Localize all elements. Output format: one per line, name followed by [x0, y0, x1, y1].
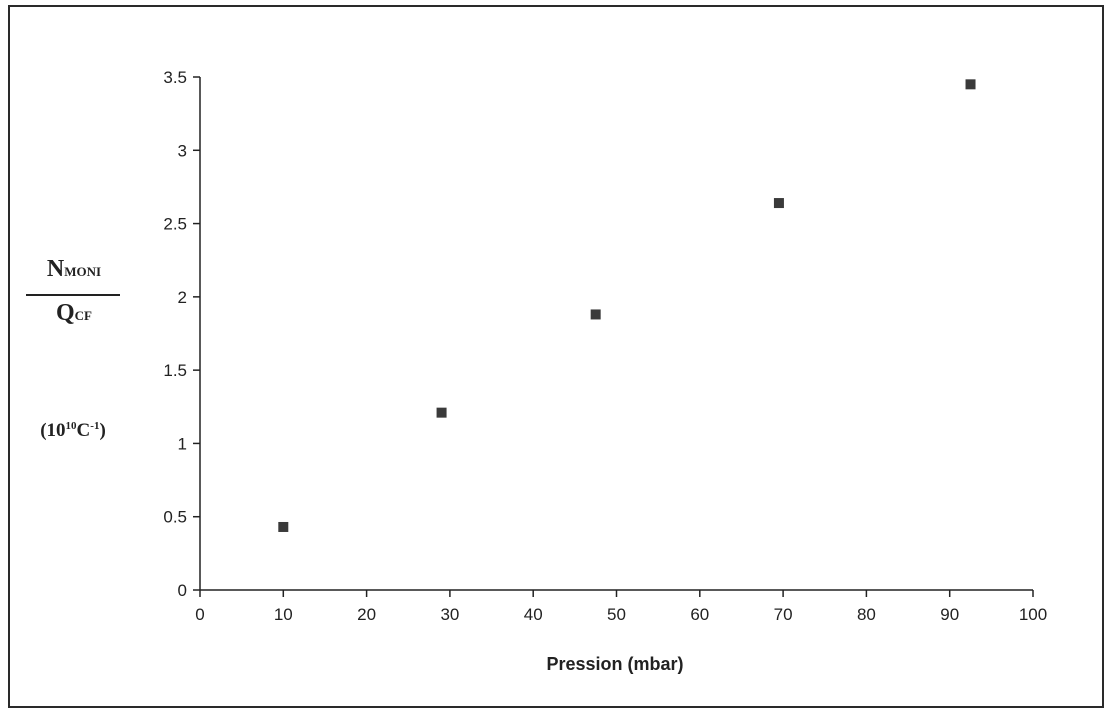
x-axis-title: Pression (mbar) — [546, 654, 683, 674]
y-axis-label-numerator-main: N — [46, 256, 65, 282]
y-tick-label: 2.5 — [163, 215, 187, 234]
x-tick-label: 80 — [857, 605, 876, 624]
chart-frame — [8, 5, 1104, 708]
y-unit-mid: C — [76, 420, 91, 441]
y-axis-label-denominator-sub: CF — [74, 308, 92, 323]
data-point — [278, 521, 289, 532]
data-points — [278, 79, 976, 532]
y-tick-label: 0 — [178, 581, 187, 600]
data-point — [773, 198, 784, 209]
y-axis-label-denominator: QCF — [28, 300, 120, 327]
y-unit-exponent-2: -1 — [90, 420, 100, 432]
x-tick-label: 0 — [195, 605, 204, 624]
y-axis-unit-label: (1010C-1) — [18, 420, 128, 442]
x-tick-label: 10 — [274, 605, 293, 624]
axes — [199, 77, 1033, 591]
y-unit-exponent-1: 10 — [65, 420, 77, 432]
x-tick-label: 30 — [440, 605, 459, 624]
y-axis-label-numerator-sub: MONI — [64, 264, 102, 279]
y-tick-label: 3 — [178, 141, 187, 160]
y-unit-suffix: ) — [99, 420, 106, 441]
y-axis-label-numerator: NMONI — [28, 256, 120, 283]
x-tick-label: 60 — [690, 605, 709, 624]
x-tick-label: 20 — [357, 605, 376, 624]
x-tick-label: 90 — [940, 605, 959, 624]
y-unit-prefix: (10 — [40, 420, 66, 441]
x-tick-label: 100 — [1019, 605, 1047, 624]
y-tick-label: 3.5 — [163, 68, 187, 87]
y-tick-label: 0.5 — [163, 508, 187, 527]
data-point — [436, 407, 447, 418]
y-tick-label: 1.5 — [163, 361, 187, 380]
y-axis-label-denominator-main: Q — [55, 300, 75, 326]
x-tick-label: 70 — [774, 605, 793, 624]
x-tick-label: 50 — [607, 605, 626, 624]
ticks: 0 10 20 30 40 50 60 70 80 90 100 0 0.5 1 1.5 2 2.5 3 3.5 — [163, 68, 1047, 624]
y-axis-label-fraction-bar — [26, 294, 120, 296]
data-point — [590, 309, 601, 320]
data-point — [965, 79, 976, 90]
y-tick-label: 2 — [178, 288, 187, 307]
y-tick-label: 1 — [178, 434, 187, 453]
x-tick-label: 40 — [524, 605, 543, 624]
